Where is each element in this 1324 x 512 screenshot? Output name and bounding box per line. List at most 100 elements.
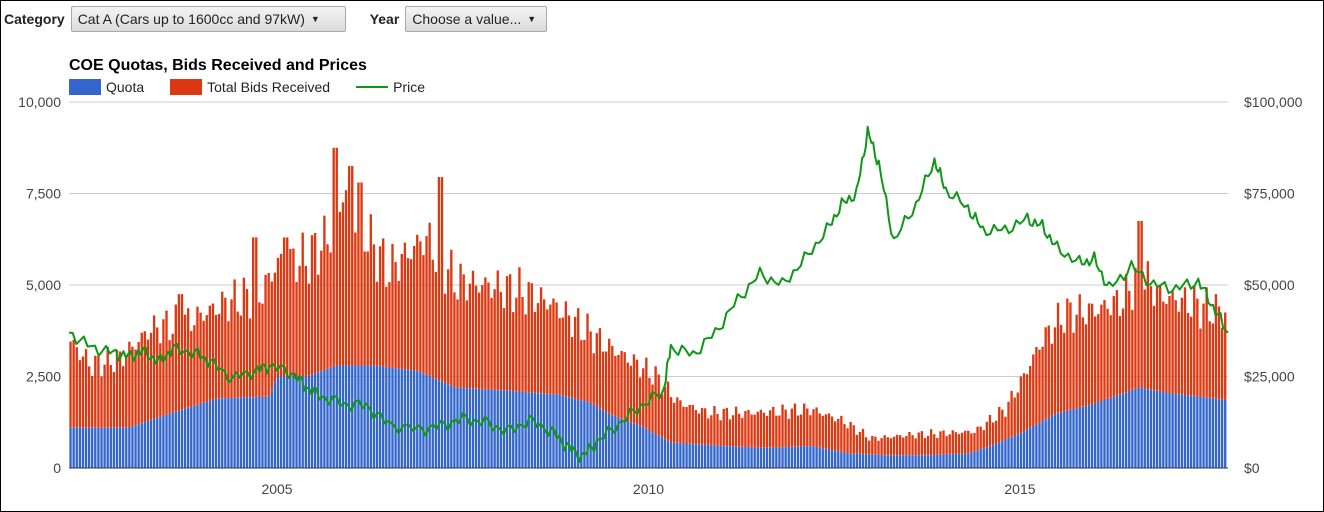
quota-bar — [292, 376, 295, 468]
year-label: Year — [369, 11, 400, 27]
bids-bar — [707, 418, 710, 446]
bids-bar — [1016, 392, 1019, 435]
quota-bar — [617, 417, 620, 468]
legend-item-bids[interactable]: Total Bids Received — [170, 79, 330, 95]
quota-bar — [964, 453, 967, 468]
quota-bar — [409, 370, 413, 468]
quota-bar — [837, 451, 840, 468]
bids-bar — [425, 236, 428, 375]
quota-bar — [929, 455, 933, 468]
bids-bar — [428, 222, 431, 377]
quota-bar — [756, 447, 759, 468]
quota-bar — [227, 398, 230, 468]
quota-bar — [923, 455, 927, 468]
quota-bar — [255, 397, 258, 468]
bids-bar — [663, 386, 667, 440]
quota-bar — [1059, 412, 1063, 468]
quota-bar — [183, 408, 187, 468]
quota-bar — [710, 445, 713, 468]
bids-bar — [1078, 294, 1081, 408]
bids-bar — [753, 414, 756, 448]
bids-bar — [580, 340, 583, 401]
bids-bar — [245, 289, 249, 398]
bids-bar — [598, 328, 602, 409]
bids-bar — [837, 418, 840, 452]
quota-bar — [1124, 392, 1128, 468]
category-select[interactable]: Cat A (Cars up to 1600cc and 97kW) ▼ — [70, 6, 346, 32]
quota-bar — [286, 376, 289, 468]
quota-bar — [775, 447, 778, 468]
bids-bar — [419, 241, 422, 372]
bids-bar — [713, 405, 716, 446]
bids-bar — [604, 351, 608, 412]
quota-bar — [985, 447, 989, 468]
bids-bar — [344, 190, 348, 366]
quota-bar — [205, 401, 208, 468]
year-select[interactable]: Choose a value... ▼ — [405, 6, 548, 32]
legend-item-quota[interactable]: Quota — [69, 79, 144, 95]
quota-bar — [861, 454, 865, 468]
bids-bar — [87, 366, 91, 428]
left-axis-tick-label: 7,500 — [26, 186, 61, 202]
bids-bar — [252, 237, 255, 398]
quota-bar — [546, 393, 549, 468]
quota-bar — [199, 403, 202, 468]
bids-bar — [496, 270, 499, 391]
bids-bar — [1004, 416, 1007, 440]
bids-bar — [573, 316, 577, 399]
bids-bar — [412, 245, 416, 371]
bids-bar — [242, 277, 246, 398]
category-label: Category — [4, 11, 65, 27]
quota-bar — [252, 397, 255, 468]
quota-bar — [137, 424, 140, 468]
bids-bar — [1022, 373, 1026, 432]
bids-bar — [1140, 220, 1143, 388]
bids-bar — [669, 397, 673, 443]
quota-bar — [87, 427, 91, 468]
bids-bar — [183, 314, 187, 409]
bids-bar — [1124, 274, 1128, 393]
quota-bar — [1189, 395, 1193, 468]
quota-bar — [156, 417, 159, 468]
bids-bar — [103, 364, 106, 428]
quota-bar — [812, 446, 815, 468]
quota-bar — [858, 453, 862, 468]
quota-bar — [1047, 417, 1050, 468]
bids-bar — [948, 434, 951, 455]
quota-bar — [487, 389, 490, 468]
bids-bar — [703, 408, 707, 445]
quota-bar — [988, 446, 992, 468]
bids-bar — [902, 437, 905, 456]
price-line — [68, 125, 1229, 464]
quota-bar — [375, 365, 379, 468]
bids-bar — [289, 248, 292, 377]
quota-bar — [564, 396, 568, 468]
legend-item-price[interactable]: Price — [356, 79, 425, 95]
bids-bar — [394, 262, 397, 369]
bids-bar — [205, 315, 208, 402]
bids-bar — [221, 291, 224, 399]
quota-bar — [468, 388, 472, 468]
quota-bar — [459, 387, 462, 468]
bids-bar — [806, 408, 809, 447]
bids-bar — [923, 438, 927, 456]
quota-bar — [440, 381, 444, 468]
quota-bar — [332, 366, 335, 468]
bids-bar — [1050, 343, 1054, 416]
quota-bar — [803, 446, 806, 468]
quota-bar — [868, 454, 871, 468]
bids-bar — [728, 419, 732, 447]
bids-bar — [725, 407, 728, 447]
quota-bar — [936, 454, 939, 468]
quota-bar — [388, 367, 391, 468]
bids-bar — [233, 279, 236, 398]
bids-bar — [1072, 332, 1075, 410]
bids-bar — [1128, 290, 1131, 392]
quota-bar — [864, 454, 868, 468]
quota-bar — [400, 368, 403, 468]
quota-bar — [428, 376, 431, 468]
quota-bar — [1121, 393, 1125, 468]
quota-bar — [391, 367, 394, 468]
bids-bar — [1180, 297, 1184, 395]
quota-bar — [1010, 436, 1013, 468]
